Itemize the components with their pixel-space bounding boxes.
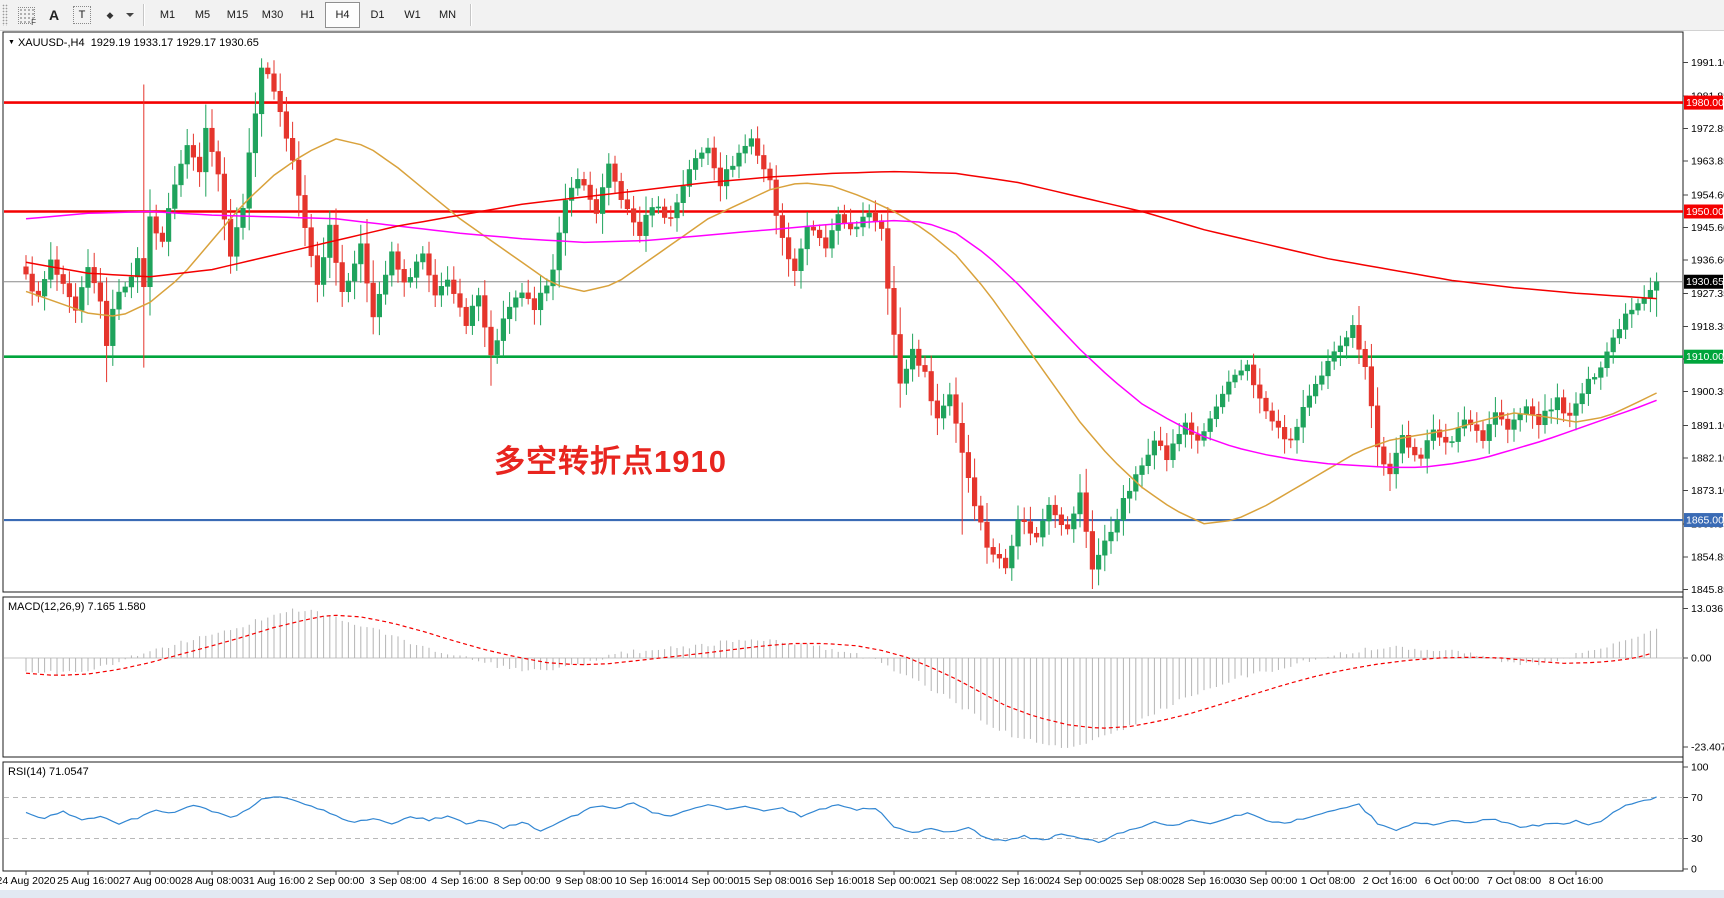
svg-text:1972.85: 1972.85	[1691, 123, 1724, 135]
candles-layer	[23, 58, 1660, 590]
timeframe-button-m5[interactable]: M5	[194, 9, 211, 21]
svg-text:1927.35: 1927.35	[1691, 288, 1724, 300]
svg-text:1963.85: 1963.85	[1691, 156, 1724, 168]
svg-text:16 Sep 16:00: 16 Sep 16:00	[801, 875, 864, 887]
timeframe-button-m30[interactable]: M30	[261, 9, 284, 21]
text-label-glyph: T	[73, 6, 91, 24]
chart-title: ▼ XAUUSD-,H4 1929.19 1933.17 1929.17 1930…	[8, 37, 259, 49]
symbol-title: XAUUSD-,H4	[17, 37, 85, 49]
macd-axis: 13.036 0.00 -23.407	[1683, 603, 1724, 754]
text-label-icon[interactable]: T	[71, 4, 93, 26]
svg-text:1 Oct 08:00: 1 Oct 08:00	[1301, 875, 1355, 887]
svg-text:8 Sep 00:00: 8 Sep 00:00	[494, 875, 551, 887]
svg-text:1865.00: 1865.00	[1686, 515, 1724, 527]
svg-text:6 Oct 00:00: 6 Oct 00:00	[1425, 875, 1479, 887]
svg-text:24 Aug 2020: 24 Aug 2020	[0, 875, 56, 887]
dotted-grid-icon[interactable]: F	[15, 4, 37, 27]
chevron-down-icon[interactable]	[126, 13, 134, 17]
svg-text:2 Oct 16:00: 2 Oct 16:00	[1363, 875, 1417, 887]
toolbar-separator	[470, 4, 472, 26]
svg-text:2 Sep 00:00: 2 Sep 00:00	[308, 875, 365, 887]
annotation-text: 多空转折点1910	[494, 444, 727, 479]
toolbar: F A T ◆ M1 M5 M15 M30 H1 H4 D1 W1 MN	[0, 0, 1724, 31]
timeframe-button-d1[interactable]: D1	[370, 9, 385, 21]
svg-text:1945.60: 1945.60	[1691, 222, 1724, 234]
svg-text:31 Aug 16:00: 31 Aug 16:00	[243, 875, 305, 887]
svg-text:1900.35: 1900.35	[1691, 386, 1724, 398]
bottom-status-strip	[0, 890, 1724, 898]
svg-text:1891.10: 1891.10	[1691, 420, 1724, 432]
rsi-indicator-label: RSI(14) 71.0547	[8, 766, 89, 778]
ohlc-readout: 1929.19 1933.17 1929.17 1930.65	[90, 37, 259, 49]
svg-text:1918.35: 1918.35	[1691, 321, 1724, 333]
svg-text:-23.407: -23.407	[1691, 742, 1724, 754]
svg-text:28 Sep 16:00: 28 Sep 16:00	[1173, 875, 1236, 887]
insert-text-icon[interactable]: A	[48, 7, 60, 23]
svg-text:1930.65: 1930.65	[1686, 276, 1724, 288]
svg-text:1882.10: 1882.10	[1691, 452, 1724, 464]
timeframe-button-h4[interactable]: H4	[325, 2, 360, 28]
panel-frames	[2, 31, 1684, 872]
rsi-layer	[4, 796, 1683, 844]
svg-text:25 Aug 16:00: 25 Aug 16:00	[57, 875, 119, 887]
svg-text:3 Sep 08:00: 3 Sep 08:00	[370, 875, 427, 887]
svg-text:10 Sep 16:00: 10 Sep 16:00	[615, 875, 678, 887]
svg-text:9 Sep 08:00: 9 Sep 08:00	[556, 875, 613, 887]
price-axis: 1991.101981.851972.851963.851954.601945.…	[1683, 57, 1724, 596]
svg-text:1936.60: 1936.60	[1691, 255, 1724, 267]
dotted-grid-glyph	[17, 6, 35, 24]
moving-averages-layer	[25, 138, 1657, 525]
svg-text:22 Sep 16:00: 22 Sep 16:00	[987, 875, 1050, 887]
horizontal-level-lines	[4, 101, 1683, 522]
arrow-tools-icon[interactable]: ◆	[106, 9, 114, 20]
dropdown-triangle-icon[interactable]: ▼	[8, 39, 15, 46]
svg-text:1873.10: 1873.10	[1691, 485, 1724, 497]
toolbar-separator	[143, 4, 145, 26]
svg-text:70: 70	[1691, 792, 1703, 804]
svg-text:1991.10: 1991.10	[1691, 57, 1724, 69]
svg-text:1910.00: 1910.00	[1686, 351, 1724, 363]
svg-text:28 Aug 08:00: 28 Aug 08:00	[181, 875, 243, 887]
macd-indicator-label: MACD(12,26,9) 7.165 1.580	[8, 601, 146, 613]
svg-text:13.036: 13.036	[1691, 603, 1723, 615]
svg-text:1854.85: 1854.85	[1691, 551, 1724, 563]
svg-text:30: 30	[1691, 833, 1703, 845]
timeframe-button-m1[interactable]: M1	[159, 9, 176, 21]
time-axis: 24 Aug 2020 25 Aug 16:00 27 Aug 00:00 28 Au…	[0, 871, 1603, 887]
svg-text:0: 0	[1691, 864, 1697, 876]
svg-text:30 Sep 00:00: 30 Sep 00:00	[1235, 875, 1298, 887]
rsi-axis: 100 70 30 0	[1683, 762, 1709, 876]
svg-text:15 Sep 08:00: 15 Sep 08:00	[739, 875, 802, 887]
timeframe-button-h1[interactable]: H1	[300, 9, 315, 21]
svg-text:18 Sep 00:00: 18 Sep 00:00	[863, 875, 926, 887]
svg-text:14 Sep 00:00: 14 Sep 00:00	[677, 875, 740, 887]
svg-text:1845.85: 1845.85	[1691, 584, 1724, 596]
macd-layer	[4, 608, 1683, 748]
svg-text:25 Sep 08:00: 25 Sep 08:00	[1111, 875, 1174, 887]
grid-f-letter: F	[31, 18, 36, 27]
toolbar-grip-handle[interactable]	[2, 4, 8, 26]
svg-text:27 Aug 00:00: 27 Aug 00:00	[119, 875, 181, 887]
timeframe-button-group: M1 M5 M15 M30 H1 H4 D1 W1 MN	[150, 2, 465, 28]
svg-text:21 Sep 08:00: 21 Sep 08:00	[925, 875, 988, 887]
svg-text:0.00: 0.00	[1691, 653, 1712, 665]
timeframe-button-m15[interactable]: M15	[226, 9, 249, 21]
svg-text:1980.00: 1980.00	[1686, 97, 1724, 109]
svg-text:4 Sep 16:00: 4 Sep 16:00	[432, 875, 489, 887]
svg-text:8 Oct 16:00: 8 Oct 16:00	[1549, 875, 1603, 887]
svg-text:1950.00: 1950.00	[1686, 206, 1724, 218]
svg-text:24 Sep 00:00: 24 Sep 00:00	[1049, 875, 1112, 887]
svg-text:100: 100	[1691, 762, 1709, 774]
timeframe-button-mn[interactable]: MN	[438, 9, 457, 21]
svg-text:7 Oct 08:00: 7 Oct 08:00	[1487, 875, 1541, 887]
timeframe-button-w1[interactable]: W1	[404, 9, 421, 21]
svg-text:1954.60: 1954.60	[1691, 189, 1724, 201]
